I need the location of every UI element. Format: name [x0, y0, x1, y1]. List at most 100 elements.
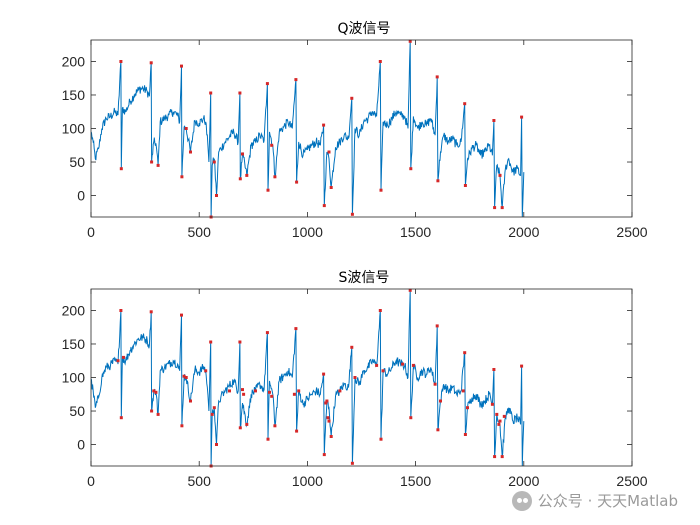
peak-marker — [156, 412, 160, 416]
peak-marker — [184, 376, 188, 379]
peak-marker — [295, 429, 299, 433]
watermark: 公众号 · 天天Matlab — [511, 490, 678, 511]
peak-marker — [409, 167, 413, 171]
series-line — [91, 290, 525, 466]
peak-marker — [180, 64, 183, 68]
peak-marker — [408, 39, 412, 43]
peak-marker — [492, 119, 496, 122]
peak-marker — [500, 455, 504, 459]
peak-marker — [119, 416, 123, 420]
peak-marker — [322, 372, 326, 376]
x-tick-label: 1000 — [292, 224, 323, 240]
peak-marker — [329, 435, 333, 438]
peak-marker — [325, 399, 329, 403]
series-line — [91, 41, 525, 217]
peak-marker — [238, 340, 242, 344]
peak-marker — [350, 345, 354, 349]
axes-q-signal: Q波信号 0 500 1000 1500 2000 2500 0 50 100 150 200 — [62, 21, 648, 240]
peak-marker — [294, 78, 298, 82]
x-tick-label: 1500 — [400, 224, 431, 240]
peak-marker — [375, 363, 379, 367]
peak-marker — [329, 186, 333, 189]
peak-marker — [408, 288, 412, 292]
peak-marker — [270, 143, 274, 147]
peak-marker — [265, 82, 269, 86]
peak-marker — [119, 309, 123, 312]
peak-marker — [245, 422, 249, 426]
y-tick-label: 0 — [77, 188, 85, 204]
peak-marker — [254, 389, 257, 393]
peak-marker — [294, 327, 298, 331]
y-tick-label: 0 — [77, 437, 85, 453]
peak-marker — [498, 173, 502, 177]
peak-marker — [273, 175, 277, 179]
chart-title: Q波信号 — [337, 21, 390, 37]
y-tick-label: 100 — [62, 370, 86, 386]
peak-marker — [238, 426, 242, 430]
peak-marker — [401, 362, 405, 366]
peak-marker — [180, 424, 184, 428]
peak-marker — [209, 91, 213, 95]
peak-marker — [463, 184, 467, 187]
peak-marker — [212, 160, 216, 164]
x-tick-label: 2000 — [508, 473, 539, 489]
peak-marker — [461, 389, 465, 393]
peak-marker — [502, 414, 506, 418]
peak-marker — [327, 150, 331, 154]
y-tick-label: 150 — [62, 336, 86, 352]
peak-marker — [411, 363, 415, 367]
peak-marker — [215, 443, 218, 446]
peak-marker — [266, 188, 270, 192]
peak-marker — [295, 180, 299, 184]
peak-marker — [350, 212, 354, 216]
peak-marker — [156, 163, 160, 167]
peak-marker — [273, 424, 277, 428]
peak-marker — [495, 412, 499, 416]
peak-marker — [350, 461, 354, 465]
peak-marker — [245, 173, 249, 177]
peak-marker — [492, 368, 496, 371]
peak-marker — [241, 388, 244, 392]
peak-marker — [436, 428, 440, 432]
peak-marker — [497, 422, 501, 426]
peak-marker — [520, 364, 524, 368]
peak-marker — [439, 399, 442, 403]
y-tick-label: 200 — [62, 302, 86, 318]
peak-marker — [322, 453, 326, 457]
peak-marker — [292, 392, 296, 396]
peak-marker — [152, 389, 156, 393]
peak-marker — [520, 115, 524, 119]
chart-title: S波信号 — [339, 270, 390, 286]
peak-marker — [182, 374, 186, 378]
peak-marker — [350, 96, 354, 100]
peak-marker — [409, 416, 413, 420]
peak-marker — [238, 177, 242, 181]
peak-marker — [378, 309, 382, 312]
peak-marker — [338, 389, 342, 393]
y-tick-label: 50 — [69, 154, 85, 170]
y-tick-label: 100 — [62, 121, 86, 137]
x-tick-label: 2500 — [616, 224, 647, 240]
peak-marker — [322, 204, 326, 208]
peak-marker — [436, 179, 440, 183]
watermark-text: 公众号 · 天天Matlab — [537, 492, 678, 510]
peak-marker — [466, 406, 469, 410]
peak-marker — [122, 355, 125, 359]
peak-marker — [379, 188, 383, 192]
peak-marker — [149, 61, 153, 65]
axes-s-signal: S波信号 0 500 1000 1500 2000 2500 0 50 100 150 200 — [62, 270, 648, 489]
peak-marker — [180, 313, 183, 317]
wechat-icon — [511, 490, 532, 511]
y-tick-label: 200 — [62, 53, 86, 69]
peak-marker — [433, 382, 437, 386]
peak-marker — [490, 402, 494, 406]
peak-marker — [215, 194, 218, 197]
peak-marker — [268, 390, 271, 394]
x-tick-label: 1000 — [292, 473, 323, 489]
peak-marker — [189, 150, 192, 154]
peak-marker — [327, 419, 331, 423]
x-tick-label: 500 — [188, 473, 212, 489]
peak-marker — [209, 340, 213, 344]
